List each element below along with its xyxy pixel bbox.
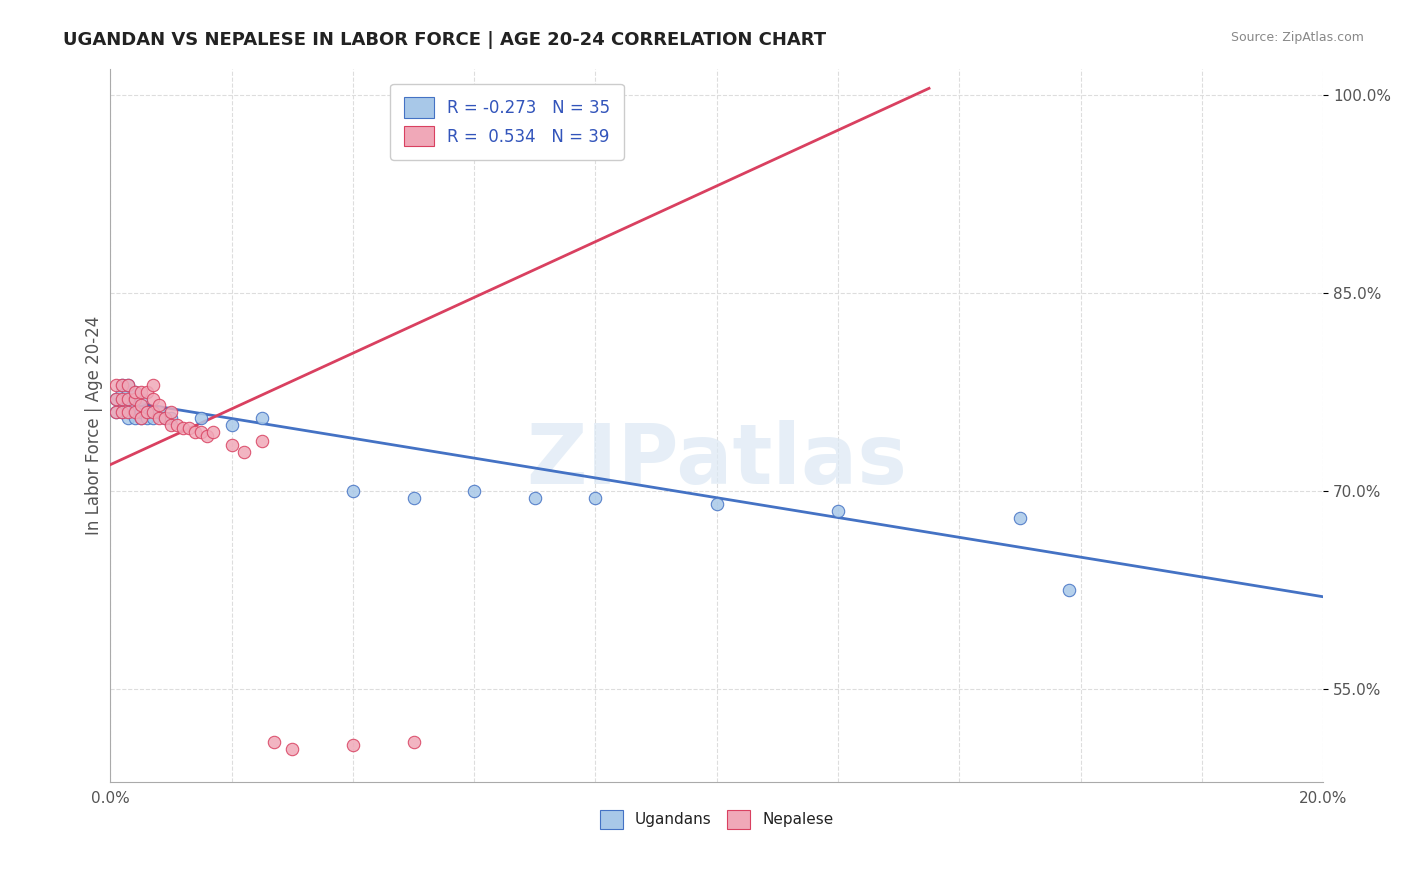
Text: ZIPatlas: ZIPatlas (526, 420, 907, 501)
Y-axis label: In Labor Force | Age 20-24: In Labor Force | Age 20-24 (86, 316, 103, 534)
Point (221, 418, 243, 433)
Point (160, 405, 183, 419)
Point (402, 491, 425, 505)
Point (177, 421, 200, 435)
Point (111, 405, 134, 419)
Text: Source: ZipAtlas.com: Source: ZipAtlas.com (1230, 31, 1364, 45)
Point (184, 425, 207, 439)
Point (117, 392, 139, 406)
Legend: Ugandans, Nepalese: Ugandans, Nepalese (593, 804, 839, 835)
Point (124, 392, 146, 406)
Point (124, 385, 146, 400)
Point (706, 497, 728, 511)
Point (585, 491, 607, 505)
Point (105, 405, 128, 419)
Point (135, 385, 157, 400)
Point (111, 378, 134, 392)
Point (135, 405, 157, 419)
Point (129, 405, 152, 419)
Point (111, 392, 134, 406)
Point (117, 378, 139, 392)
Point (281, 741, 304, 756)
Point (195, 428, 218, 442)
Point (129, 392, 152, 406)
Point (111, 405, 134, 419)
Point (827, 504, 849, 518)
Text: UGANDAN VS NEPALESE IN LABOR FORCE | AGE 20-24 CORRELATION CHART: UGANDAN VS NEPALESE IN LABOR FORCE | AGE… (63, 31, 827, 49)
Point (142, 392, 165, 406)
Point (124, 385, 146, 400)
Point (342, 738, 364, 752)
Point (160, 418, 183, 433)
Point (117, 398, 139, 412)
Point (148, 398, 170, 412)
Point (1008, 510, 1031, 524)
Point (117, 411, 139, 425)
Point (250, 411, 273, 425)
Point (190, 411, 212, 425)
Point (111, 392, 134, 406)
Point (263, 735, 285, 749)
Point (342, 484, 364, 499)
Point (232, 444, 254, 458)
Point (111, 385, 134, 400)
Point (129, 385, 152, 400)
Point (523, 491, 546, 505)
Point (190, 425, 212, 439)
Point (142, 411, 165, 425)
Point (129, 398, 152, 412)
Point (135, 411, 157, 425)
Point (105, 392, 128, 406)
Point (124, 398, 146, 412)
Point (129, 411, 152, 425)
Point (172, 421, 194, 435)
Point (202, 425, 225, 439)
Point (148, 405, 170, 419)
Point (105, 392, 128, 406)
Point (111, 378, 134, 392)
Point (153, 411, 176, 425)
Point (117, 385, 139, 400)
Point (402, 735, 425, 749)
Point (117, 392, 139, 406)
Point (129, 411, 152, 425)
Point (105, 378, 128, 392)
Point (117, 405, 139, 419)
Point (135, 405, 157, 419)
Point (142, 405, 165, 419)
Point (117, 378, 139, 392)
Point (463, 484, 485, 499)
Point (148, 411, 170, 425)
Point (124, 405, 146, 419)
Point (142, 378, 165, 392)
Point (160, 411, 183, 425)
Point (221, 438, 243, 452)
Point (153, 411, 176, 425)
Point (1057, 583, 1080, 598)
Point (166, 418, 188, 433)
Point (250, 434, 273, 448)
Point (124, 411, 146, 425)
Point (105, 405, 128, 419)
